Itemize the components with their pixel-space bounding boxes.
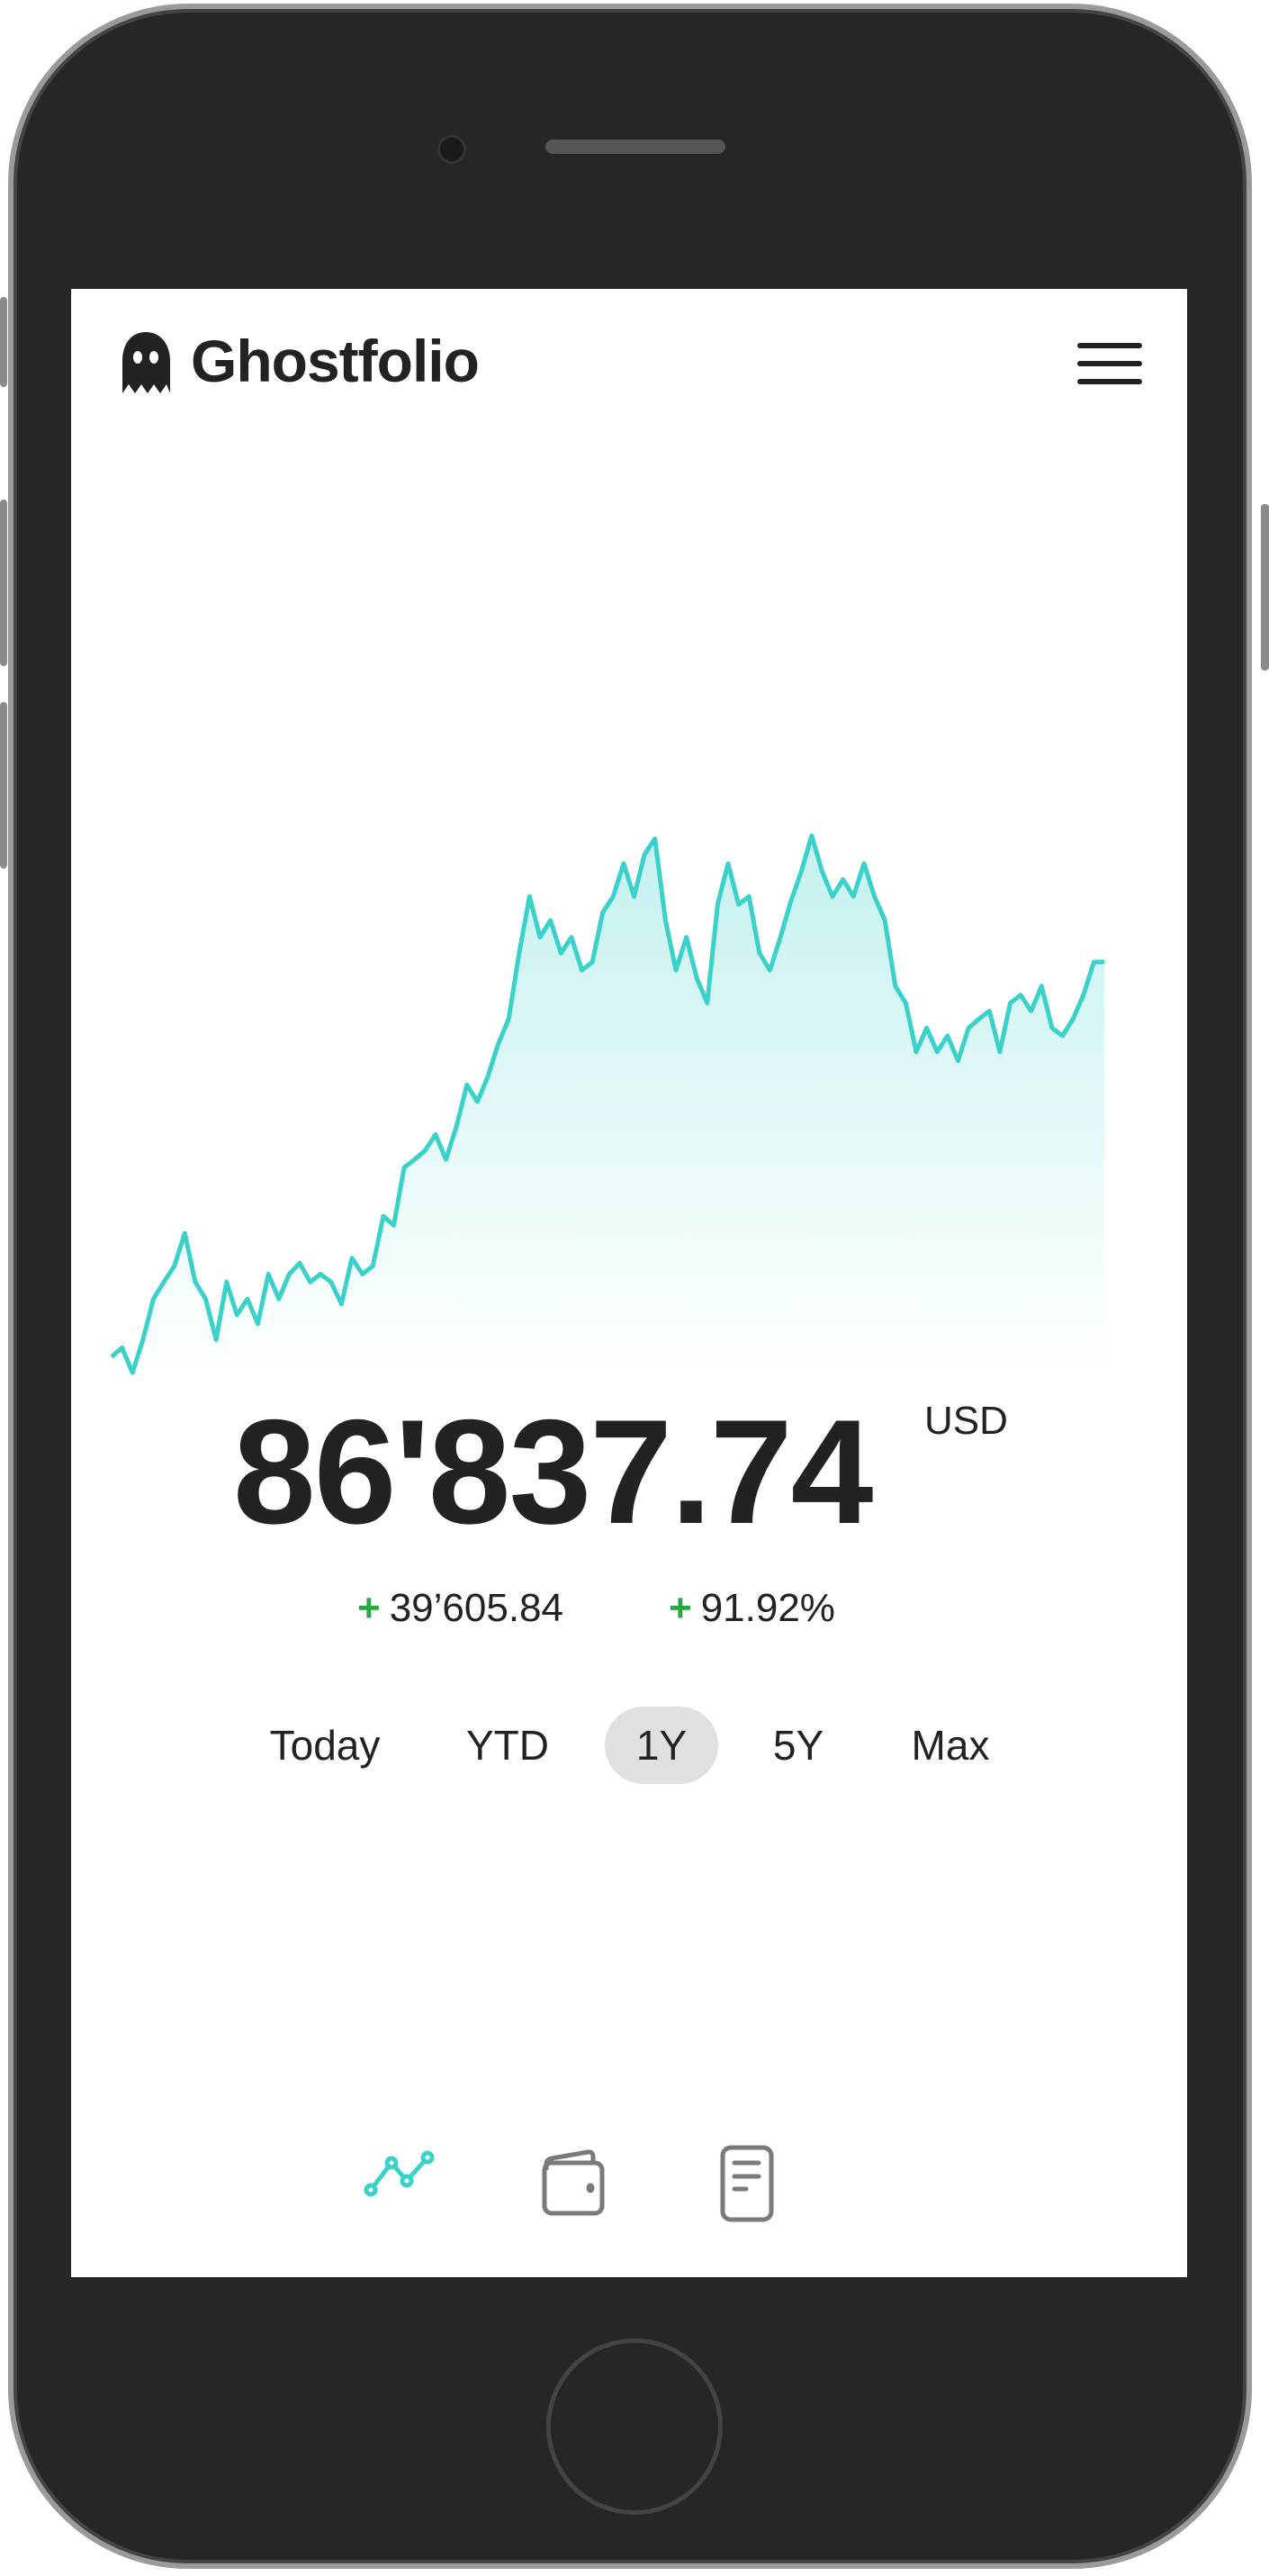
speaker-grille	[545, 140, 725, 154]
hamburger-menu-icon[interactable]	[1077, 343, 1146, 384]
portfolio-value-amount: 86'837.74	[233, 1389, 873, 1554]
ghost-icon	[120, 330, 172, 400]
portfolio-value: 86'837.74	[233, 1398, 873, 1546]
plus-sign: +	[357, 1586, 381, 1630]
app-title[interactable]: Ghostfolio	[191, 328, 480, 394]
range-tab-max[interactable]: Max	[911, 1722, 990, 1769]
volume-down-button	[0, 702, 7, 869]
absolute-change: +39’605.84	[357, 1589, 563, 1628]
plus-sign: +	[669, 1586, 692, 1630]
document-icon	[720, 2145, 774, 2222]
range-tab-5y[interactable]: 5Y	[772, 1722, 824, 1769]
power-button	[1261, 504, 1269, 671]
nav-activities[interactable]	[719, 2143, 782, 2229]
front-camera	[437, 135, 466, 164]
line-chart-icon	[364, 2150, 435, 2197]
percent-change: +91.92%	[669, 1589, 835, 1628]
nav-overview[interactable]	[364, 2143, 439, 2211]
performance-chart	[110, 833, 1105, 1383]
range-tab-ytd[interactable]: YTD	[466, 1722, 549, 1769]
absolute-change-value: 39’605.84	[389, 1586, 563, 1630]
home-button[interactable]	[546, 2338, 723, 2515]
chart-area-fill	[112, 835, 1104, 1383]
nav-holdings[interactable]	[539, 2143, 615, 2223]
range-tab-1y[interactable]: 1Y	[605, 1707, 718, 1784]
mute-switch	[0, 297, 7, 387]
wallet-icon	[542, 2149, 605, 2216]
chart-line	[110, 833, 1105, 1375]
range-tab-today[interactable]: Today	[269, 1722, 381, 1769]
percent-change-value: 91.92%	[700, 1586, 835, 1630]
app-screen: Ghostfolio 86'837.74 USD +39’605.84 +91.…	[71, 289, 1187, 2277]
volume-up-button	[0, 500, 7, 666]
currency-label: USD	[924, 1399, 1008, 1443]
